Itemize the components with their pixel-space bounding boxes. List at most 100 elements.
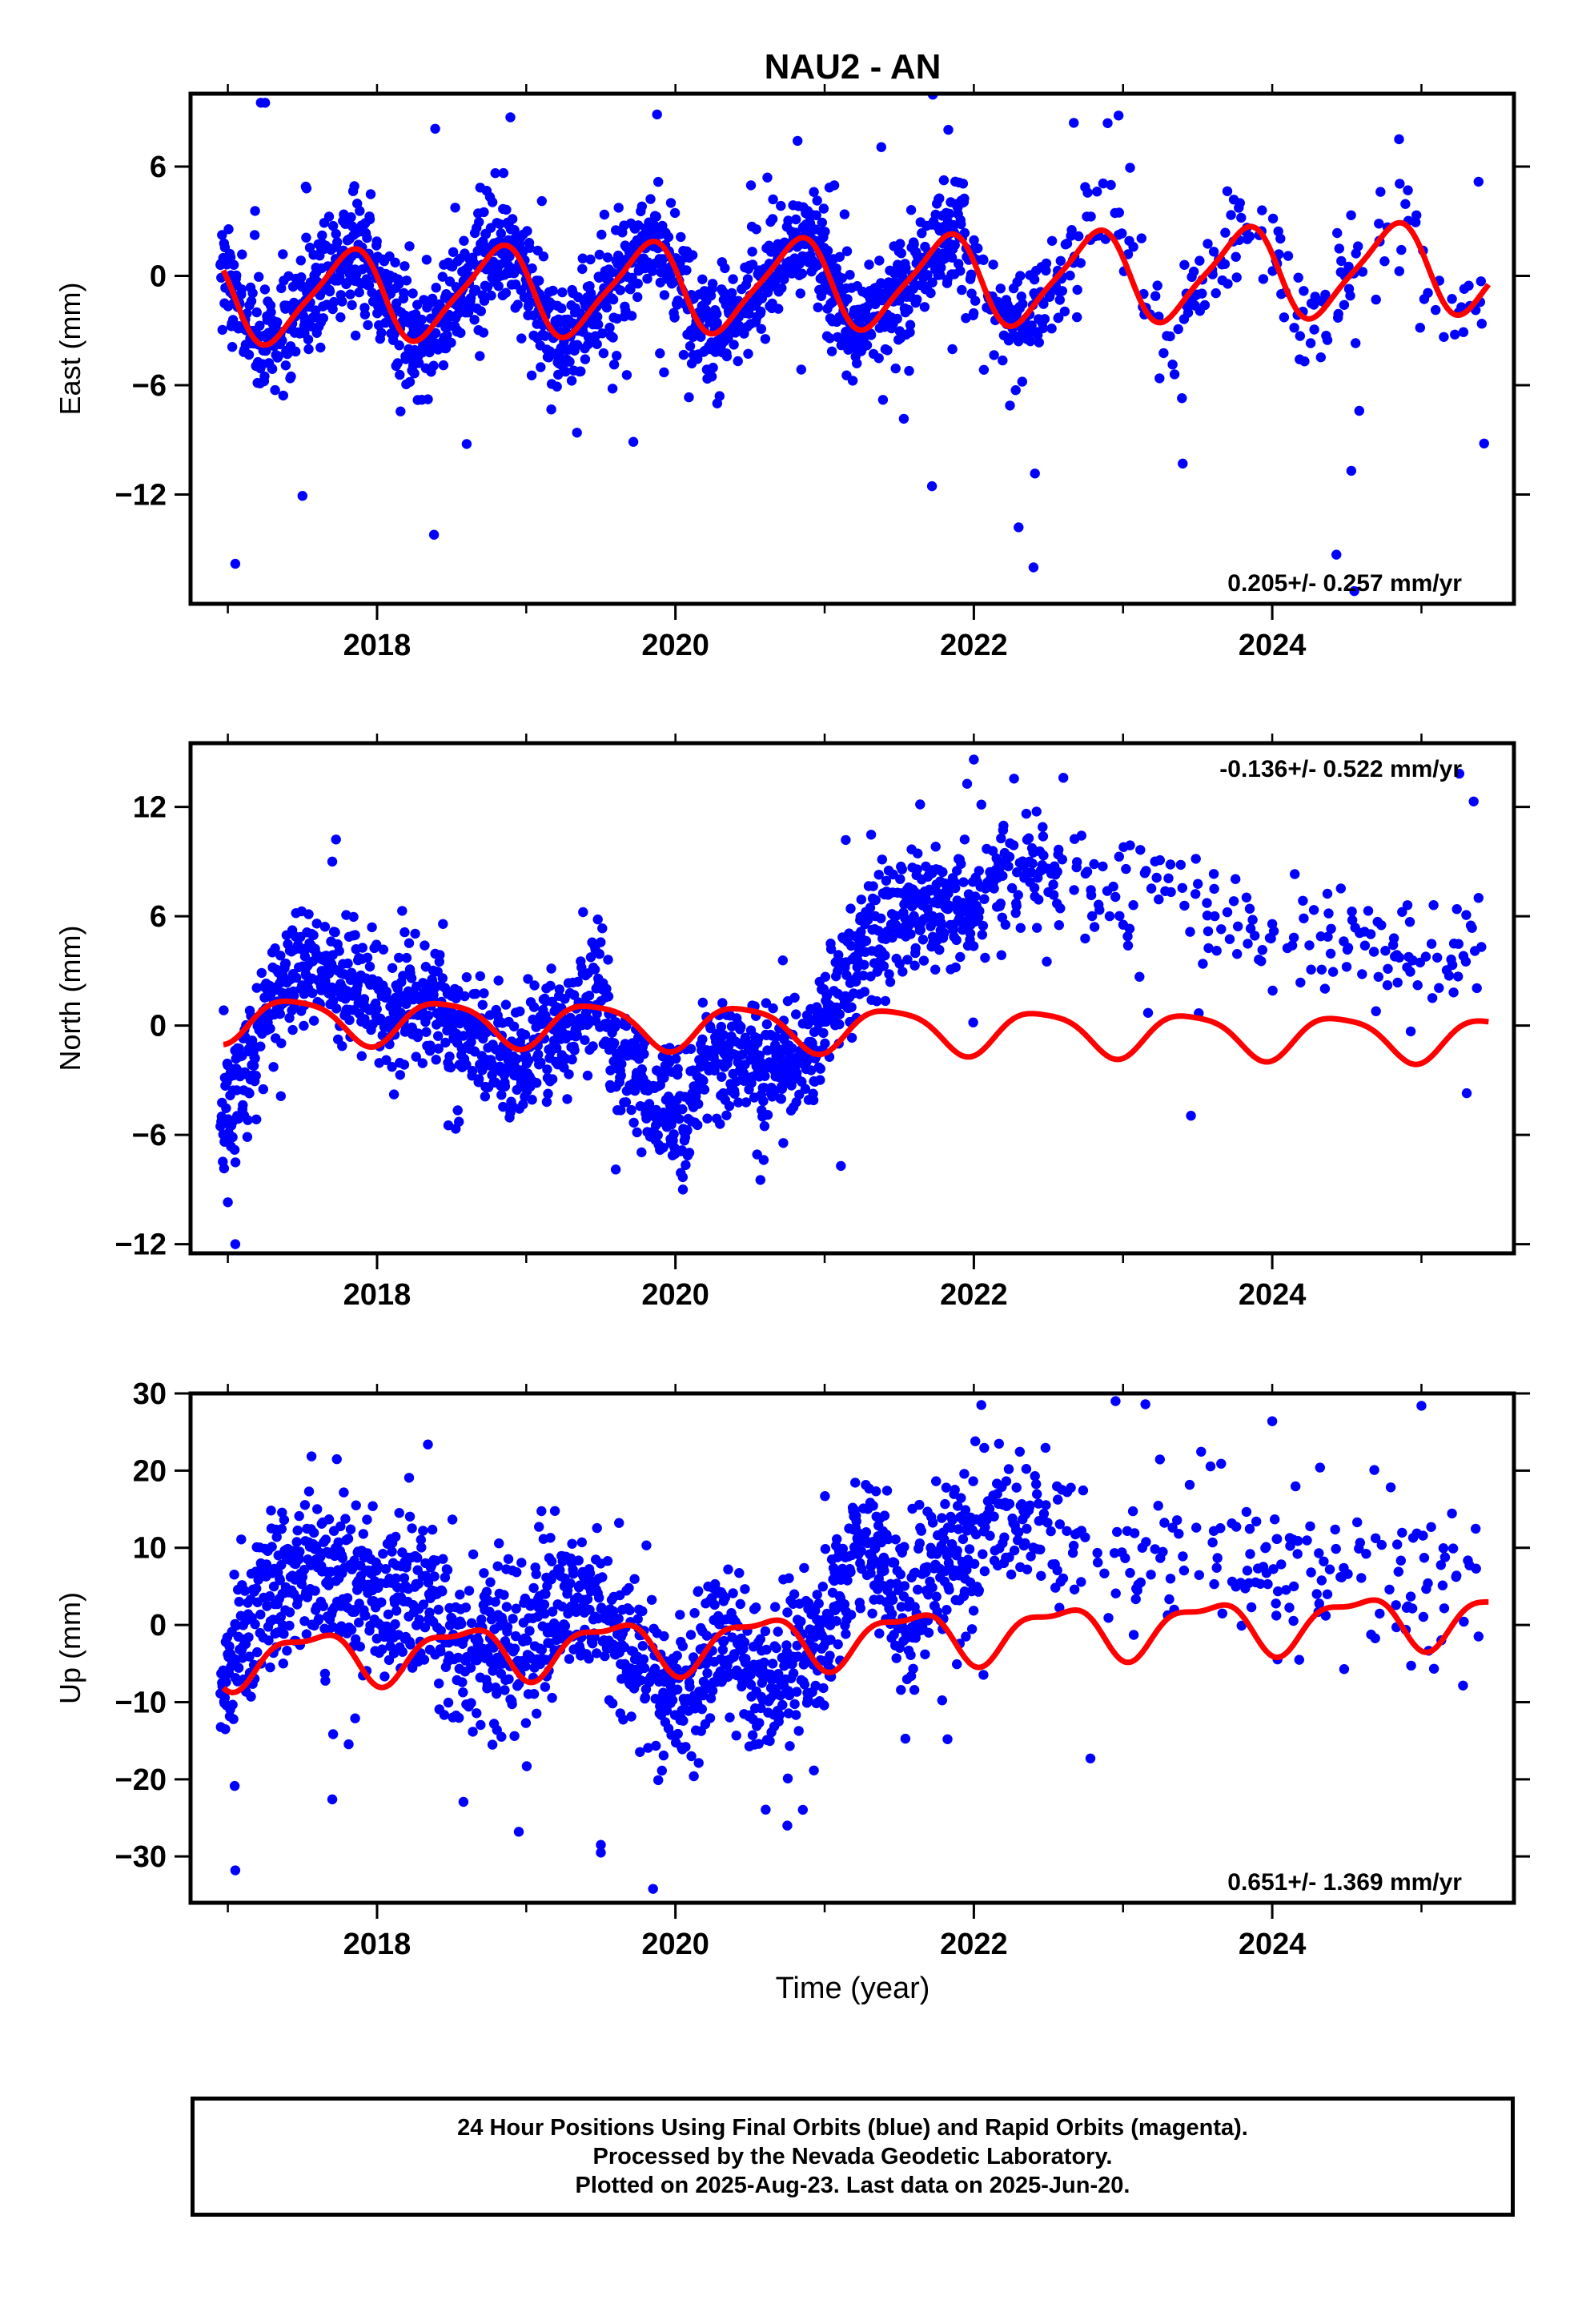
north-point — [1042, 956, 1052, 967]
north-point — [421, 1027, 432, 1037]
east-point — [947, 344, 958, 355]
east-point — [896, 248, 907, 259]
east-point — [1106, 179, 1116, 191]
east-point — [1154, 373, 1165, 384]
up-point — [354, 1617, 364, 1628]
east-point — [318, 313, 328, 324]
east-point — [1033, 330, 1043, 340]
north-point — [934, 944, 945, 955]
east-point — [1473, 176, 1484, 187]
up-point — [782, 1773, 793, 1783]
east-point — [566, 376, 577, 386]
east-point — [1195, 255, 1205, 266]
east-point — [363, 320, 373, 331]
east-point — [855, 314, 866, 324]
east-point — [1038, 299, 1049, 309]
east-point — [959, 193, 970, 204]
east-point — [1235, 198, 1246, 208]
up-point — [485, 1577, 496, 1587]
east-point — [1231, 251, 1241, 262]
east-point — [826, 346, 837, 356]
north-point — [1038, 850, 1049, 861]
north-point — [330, 927, 340, 938]
north-point — [998, 820, 1009, 831]
north-point — [299, 1020, 309, 1031]
north-point — [569, 1045, 580, 1055]
east-point — [777, 283, 787, 293]
up-point — [404, 1473, 415, 1483]
east-point — [1343, 261, 1354, 272]
east-point — [237, 249, 247, 259]
east-point — [747, 247, 757, 257]
east-point — [841, 246, 853, 256]
up-point — [820, 1491, 830, 1502]
north-point — [639, 1048, 649, 1059]
up-point — [536, 1506, 547, 1517]
east-outlier-point — [1069, 118, 1079, 128]
north-point — [1048, 890, 1059, 900]
north-point — [674, 1114, 685, 1124]
up-point — [412, 1553, 423, 1563]
east-point — [1177, 393, 1187, 404]
north-point — [284, 1012, 295, 1023]
east-outlier-point — [712, 398, 723, 408]
north-point — [1376, 920, 1387, 931]
north-point — [1327, 967, 1339, 977]
east-point — [1016, 292, 1027, 302]
east-point — [354, 287, 364, 298]
up-point — [705, 1693, 717, 1703]
north-point — [1304, 940, 1315, 951]
north-outlier-point — [677, 1184, 689, 1195]
north-point — [718, 1030, 729, 1040]
up-point — [760, 1626, 771, 1637]
north-point — [331, 834, 341, 845]
up-point — [685, 1682, 695, 1692]
up-point — [832, 1534, 842, 1545]
north-point — [821, 991, 833, 1001]
up-point — [640, 1692, 651, 1703]
up-point — [239, 1586, 251, 1596]
up-point — [343, 1739, 354, 1750]
north-point — [466, 1036, 476, 1047]
east-point — [1439, 332, 1449, 342]
north-point — [546, 963, 556, 974]
north-point — [959, 834, 970, 845]
east-point — [1334, 243, 1345, 254]
north-point — [477, 1065, 488, 1076]
up-point — [413, 1578, 424, 1589]
north-point — [1250, 931, 1260, 941]
north-point — [856, 895, 867, 905]
north-points — [215, 754, 1487, 1249]
east-point — [546, 404, 556, 415]
east-point — [948, 219, 959, 231]
up-point — [418, 1599, 429, 1610]
north-point — [371, 1003, 382, 1015]
north-point — [543, 1088, 553, 1099]
east-point — [1283, 251, 1294, 261]
north-point — [417, 1058, 428, 1068]
up-point — [677, 1641, 688, 1651]
north-point — [669, 1129, 679, 1140]
east-point — [663, 231, 674, 243]
east-point — [633, 220, 644, 231]
up-point — [439, 1710, 450, 1720]
north-point — [789, 992, 800, 1003]
east-point — [408, 288, 418, 299]
east-point — [1357, 267, 1368, 277]
east-point — [286, 371, 296, 382]
north-point — [1404, 917, 1415, 927]
east-point — [585, 254, 596, 265]
east-frame — [188, 91, 1516, 606]
east-point — [621, 370, 632, 380]
up-point — [377, 1644, 387, 1655]
north-point — [976, 799, 987, 810]
north-point — [529, 980, 540, 991]
north-point — [1388, 933, 1399, 943]
north-point — [1443, 971, 1455, 981]
up-point — [390, 1618, 400, 1630]
north-point — [276, 1038, 287, 1049]
north-point — [1166, 887, 1176, 898]
north-point — [778, 1138, 789, 1148]
east-point — [1074, 231, 1084, 242]
north-point — [564, 1069, 574, 1080]
